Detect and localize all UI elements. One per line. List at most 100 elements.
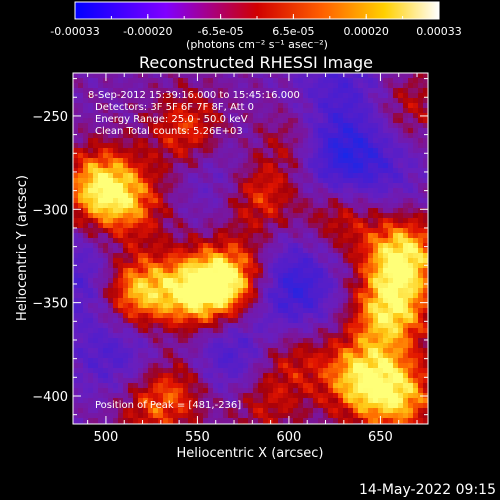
heatmap-cell bbox=[193, 193, 199, 199]
heatmap-cell bbox=[183, 248, 189, 254]
heatmap-cell bbox=[73, 388, 79, 394]
heatmap-cell bbox=[393, 333, 399, 339]
heatmap-cell bbox=[108, 278, 114, 284]
heatmap-cell bbox=[98, 333, 104, 339]
heatmap-cell bbox=[128, 178, 134, 184]
heatmap-cell bbox=[423, 378, 429, 384]
heatmap-cell bbox=[143, 408, 149, 414]
heatmap-cell bbox=[178, 193, 184, 199]
heatmap-cell bbox=[163, 358, 169, 364]
heatmap-cell bbox=[273, 323, 279, 329]
heatmap-cell bbox=[358, 208, 364, 214]
heatmap-cell bbox=[363, 418, 369, 424]
heatmap-cell bbox=[153, 198, 159, 204]
heatmap-cell bbox=[423, 168, 429, 174]
heatmap-cell bbox=[358, 308, 364, 314]
heatmap-cell bbox=[358, 398, 364, 404]
heatmap-cell bbox=[353, 258, 359, 264]
heatmap-cell bbox=[333, 313, 339, 319]
heatmap-cell bbox=[288, 253, 294, 259]
heatmap-cell bbox=[158, 208, 164, 214]
heatmap-cell bbox=[138, 158, 144, 164]
heatmap-cell bbox=[368, 83, 374, 89]
heatmap-cell bbox=[218, 308, 224, 314]
heatmap-cell bbox=[313, 218, 319, 224]
heatmap-cell bbox=[138, 273, 144, 279]
heatmap-cell bbox=[413, 258, 419, 264]
heatmap-cell bbox=[223, 303, 229, 309]
heatmap-cell bbox=[213, 183, 219, 189]
heatmap-cell bbox=[298, 143, 304, 149]
heatmap-cell bbox=[333, 148, 339, 154]
heatmap-cell bbox=[93, 383, 99, 389]
heatmap-cell bbox=[288, 238, 294, 244]
heatmap-cell bbox=[363, 213, 369, 219]
heatmap-cell bbox=[173, 398, 179, 404]
heatmap-cell bbox=[148, 213, 154, 219]
heatmap-cell bbox=[263, 233, 269, 239]
heatmap-cell bbox=[128, 208, 134, 214]
heatmap-cell bbox=[418, 313, 424, 319]
heatmap-cell bbox=[333, 328, 339, 334]
heatmap-cell bbox=[363, 238, 369, 244]
heatmap-cell bbox=[153, 333, 159, 339]
heatmap-cell bbox=[283, 188, 289, 194]
heatmap-cell bbox=[348, 223, 354, 229]
heatmap-cell bbox=[173, 208, 179, 214]
heatmap-cell bbox=[288, 408, 294, 414]
heatmap-cell bbox=[368, 368, 374, 374]
heatmap-cell bbox=[398, 353, 404, 359]
heatmap-cell bbox=[193, 333, 199, 339]
heatmap-cell bbox=[233, 343, 239, 349]
heatmap-cell bbox=[368, 188, 374, 194]
heatmap-cell bbox=[288, 233, 294, 239]
heatmap-cell bbox=[178, 108, 184, 114]
heatmap-cell bbox=[278, 373, 284, 379]
heatmap-cell bbox=[108, 358, 114, 364]
heatmap-cell bbox=[113, 353, 119, 359]
heatmap-cell bbox=[78, 253, 84, 259]
heatmap-cell bbox=[113, 98, 119, 104]
heatmap-cell bbox=[323, 183, 329, 189]
heatmap-cell bbox=[283, 218, 289, 224]
heatmap-cell bbox=[338, 158, 344, 164]
heatmap-cell bbox=[153, 233, 159, 239]
heatmap-cell bbox=[313, 418, 319, 424]
heatmap-cell bbox=[418, 128, 424, 134]
heatmap-cell bbox=[388, 343, 394, 349]
heatmap-cell bbox=[338, 388, 344, 394]
heatmap-cell bbox=[183, 123, 189, 129]
heatmap-cell bbox=[363, 123, 369, 129]
heatmap-cell bbox=[178, 163, 184, 169]
heatmap-cell bbox=[123, 158, 129, 164]
heatmap-cell bbox=[413, 248, 419, 254]
heatmap-cell bbox=[183, 163, 189, 169]
heatmap-cell bbox=[418, 323, 424, 329]
heatmap-cell bbox=[278, 263, 284, 269]
heatmap-cell bbox=[418, 373, 424, 379]
heatmap-cell bbox=[83, 353, 89, 359]
heatmap-cell bbox=[348, 278, 354, 284]
heatmap-cell bbox=[223, 158, 229, 164]
heatmap-cell bbox=[138, 183, 144, 189]
heatmap-cell bbox=[358, 223, 364, 229]
heatmap-cell bbox=[228, 83, 234, 89]
heatmap-cell bbox=[78, 163, 84, 169]
heatmap-cell bbox=[343, 358, 349, 364]
heatmap-cell bbox=[223, 93, 229, 99]
heatmap-cell bbox=[208, 398, 214, 404]
heatmap-cell bbox=[113, 203, 119, 209]
heatmap-cell bbox=[423, 353, 429, 359]
heatmap-cell bbox=[73, 233, 79, 239]
heatmap-cell bbox=[228, 388, 234, 394]
heatmap-cell bbox=[133, 253, 139, 259]
heatmap-cell bbox=[383, 368, 389, 374]
heatmap-cell bbox=[348, 413, 354, 419]
heatmap-cell bbox=[418, 158, 424, 164]
heatmap-cell bbox=[383, 198, 389, 204]
heatmap-cell bbox=[188, 158, 194, 164]
heatmap-cell bbox=[173, 253, 179, 259]
heatmap-cell bbox=[273, 328, 279, 334]
heatmap-cell bbox=[388, 73, 394, 79]
